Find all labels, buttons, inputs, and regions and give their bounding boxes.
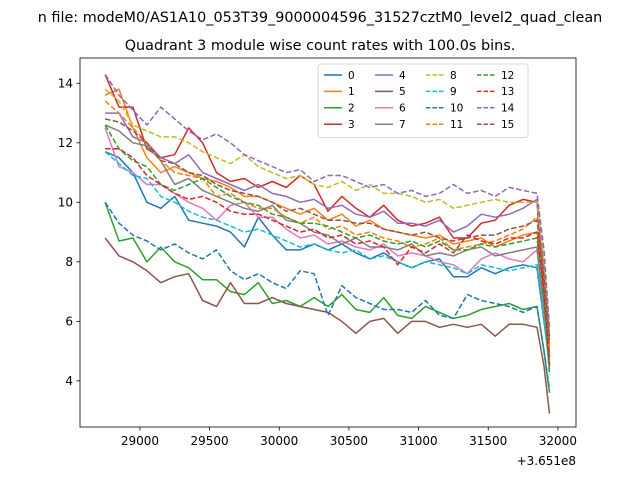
figure-suptitle: n file: modeM0/AS1A10_053T39_9000004596_… xyxy=(38,10,603,26)
axes-frame xyxy=(79,57,577,428)
x-tick-label: 32000 xyxy=(539,434,577,448)
x-tick-label: 30500 xyxy=(330,434,368,448)
y-tick-label: 10 xyxy=(58,196,73,210)
series-line-11 xyxy=(104,100,551,352)
legend-label-12: 12 xyxy=(501,70,514,82)
series-line-1 xyxy=(104,88,551,346)
legend-frame xyxy=(317,63,529,138)
series-line-10 xyxy=(104,201,551,390)
x-tick-label: 29000 xyxy=(121,434,159,448)
y-tick-label: 4 xyxy=(65,374,73,388)
legend-label-1: 1 xyxy=(348,86,355,98)
series-line-0 xyxy=(104,151,551,364)
y-tick-label: 12 xyxy=(58,136,73,150)
series-line-4 xyxy=(105,112,551,337)
x-tick-label: 29500 xyxy=(190,434,228,448)
legend-label-14: 14 xyxy=(501,103,515,115)
legend-label-4: 4 xyxy=(399,70,406,82)
series-line-7 xyxy=(104,124,551,358)
y-tick-label: 14 xyxy=(58,77,73,91)
x-axis-offset-label: +3.651e8 xyxy=(517,454,576,468)
series-line-9 xyxy=(104,151,551,370)
legend-label-11: 11 xyxy=(450,119,463,131)
x-axis-ticks: 29000 29500 30000 30500 31000 31500 32000 xyxy=(121,427,577,448)
series-line-12 xyxy=(104,124,551,375)
legend-label-8: 8 xyxy=(450,70,457,82)
series-line-13 xyxy=(105,148,551,367)
legend-label-10: 10 xyxy=(450,103,463,115)
y-tick-label: 8 xyxy=(65,255,73,269)
y-tick-label: 6 xyxy=(65,315,73,329)
series-layer xyxy=(104,73,551,414)
legend-label-5: 5 xyxy=(399,86,406,98)
y-axis-ticks: 4 6 8 10 12 14 xyxy=(58,77,80,388)
legend-label-3: 3 xyxy=(348,119,355,131)
legend-label-0: 0 xyxy=(348,70,355,82)
x-tick-label: 31000 xyxy=(399,434,437,448)
series-line-5 xyxy=(104,237,551,414)
legend-label-7: 7 xyxy=(399,119,406,131)
legend-label-6: 6 xyxy=(399,103,406,115)
series-line-8 xyxy=(104,88,551,334)
legend-label-13: 13 xyxy=(501,86,514,98)
legend-label-9: 9 xyxy=(450,86,457,98)
legend-label-2: 2 xyxy=(348,103,355,115)
x-tick-label: 30000 xyxy=(260,434,298,448)
legend-label-15: 15 xyxy=(501,119,514,131)
series-line-6 xyxy=(104,127,551,364)
series-line-3 xyxy=(104,74,551,355)
series-line-2 xyxy=(104,202,551,393)
axes-title: Quadrant 3 module wise count rates with … xyxy=(125,38,516,54)
x-tick-label: 31500 xyxy=(469,434,507,448)
series-line-14 xyxy=(104,73,551,328)
